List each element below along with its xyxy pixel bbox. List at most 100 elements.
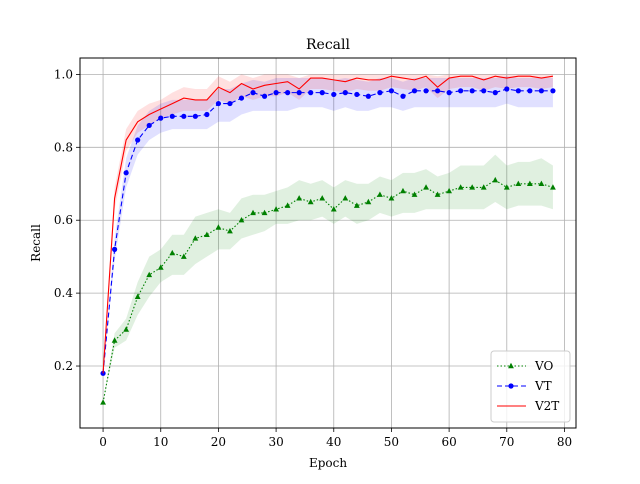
vt-point [238, 95, 245, 101]
vt-point [469, 88, 475, 94]
vo-point [515, 180, 522, 186]
vt-point [135, 137, 141, 143]
vt-point [446, 90, 452, 96]
vt-point [285, 90, 291, 96]
vt-point [204, 111, 210, 118]
vo-point [123, 326, 130, 332]
plot-frame [79, 57, 577, 429]
x-tick-label: 0 [99, 435, 107, 449]
vo-point [307, 198, 314, 205]
vt-point [146, 122, 152, 129]
vo-point [457, 184, 464, 190]
vo-point [273, 206, 279, 212]
vo-point [203, 231, 210, 237]
vt-point [400, 93, 406, 99]
x-tick-label: 80 [557, 435, 572, 449]
vo-point [411, 191, 418, 197]
vo-point [192, 235, 199, 241]
vt-point [181, 113, 187, 119]
x-tick-label: 60 [441, 435, 456, 449]
vo-point [492, 176, 499, 183]
vo-point [146, 271, 153, 278]
vo-point [296, 195, 303, 201]
axis-ticks: 0 10 20 30 40 50 60 70 80 0.2 0.4 0.6 0.8 1.0 [54, 67, 572, 449]
legend-vt-marker [508, 383, 514, 389]
y-tick-label: 1.0 [54, 67, 73, 81]
vo-band [103, 154, 553, 403]
vo-point [319, 195, 326, 201]
vt-point [308, 90, 314, 96]
confidence-bands [103, 74, 553, 403]
vt-point [192, 113, 198, 119]
vo-point [423, 184, 429, 190]
vt-point [365, 93, 371, 99]
legend-v2t-label: V2T [534, 399, 559, 413]
vt-point [215, 100, 222, 107]
vt-point [169, 113, 175, 119]
x-tick-label: 40 [326, 435, 341, 449]
vt-point [492, 90, 498, 96]
legend-vo-marker [508, 362, 514, 369]
vt-point [123, 170, 129, 176]
vo-point [469, 184, 476, 190]
vo-point [503, 184, 510, 190]
vo-point [238, 217, 245, 223]
vt-point [411, 88, 418, 94]
x-tick-label: 70 [499, 435, 514, 449]
vt-point [434, 88, 441, 94]
v2t-line [102, 75, 554, 374]
vo-point [250, 209, 256, 216]
vt-point [423, 88, 429, 94]
vt-point [227, 100, 233, 107]
vo-point [227, 227, 233, 234]
vt-point [481, 88, 487, 94]
vo-point [261, 209, 268, 216]
vt-point [158, 115, 164, 121]
vo-point [100, 399, 106, 405]
vo-point [111, 337, 118, 343]
y-tick-label: 0.4 [54, 286, 73, 300]
vo-point [480, 184, 487, 190]
legend-items: VO VT V2T [497, 359, 559, 413]
y-tick-label: 0.6 [54, 213, 73, 227]
legend-vt-label: VT [534, 379, 552, 393]
vt-point [319, 90, 325, 96]
vo-point [134, 293, 141, 299]
chart-title: Recall [306, 37, 350, 53]
vt-point [538, 88, 544, 94]
vo-point [388, 195, 395, 201]
legend: VO VT V2T [490, 350, 571, 423]
vt-point [296, 90, 302, 96]
vt-point [354, 91, 360, 98]
vt-point [527, 88, 533, 94]
vt-point [273, 90, 279, 96]
vo-point [550, 184, 556, 190]
vo-point [284, 202, 291, 208]
x-tick-label: 30 [268, 435, 283, 449]
vt-point [331, 91, 337, 98]
vt-point [388, 88, 395, 94]
vo-point [538, 180, 545, 186]
x-axis-label: Epoch [309, 456, 347, 470]
legend-box [490, 350, 571, 423]
x-tick-label: 50 [384, 435, 399, 449]
vt-point [550, 88, 556, 94]
y-axis-label: Recall [29, 224, 43, 262]
vo-point [377, 191, 383, 197]
vt-point [250, 90, 256, 96]
vt-point [377, 90, 383, 96]
vo-point [353, 202, 360, 208]
legend-vo-label: VO [534, 359, 553, 373]
x-tick-label: 20 [211, 435, 226, 449]
vt-point [515, 88, 521, 94]
vo-point [157, 264, 164, 270]
vo-point [526, 180, 533, 186]
vo-point [180, 253, 187, 259]
vt-point [458, 88, 464, 94]
vo-point [365, 198, 372, 205]
vt-point [112, 246, 118, 252]
vo-point [169, 249, 176, 256]
vo-point [434, 191, 441, 197]
